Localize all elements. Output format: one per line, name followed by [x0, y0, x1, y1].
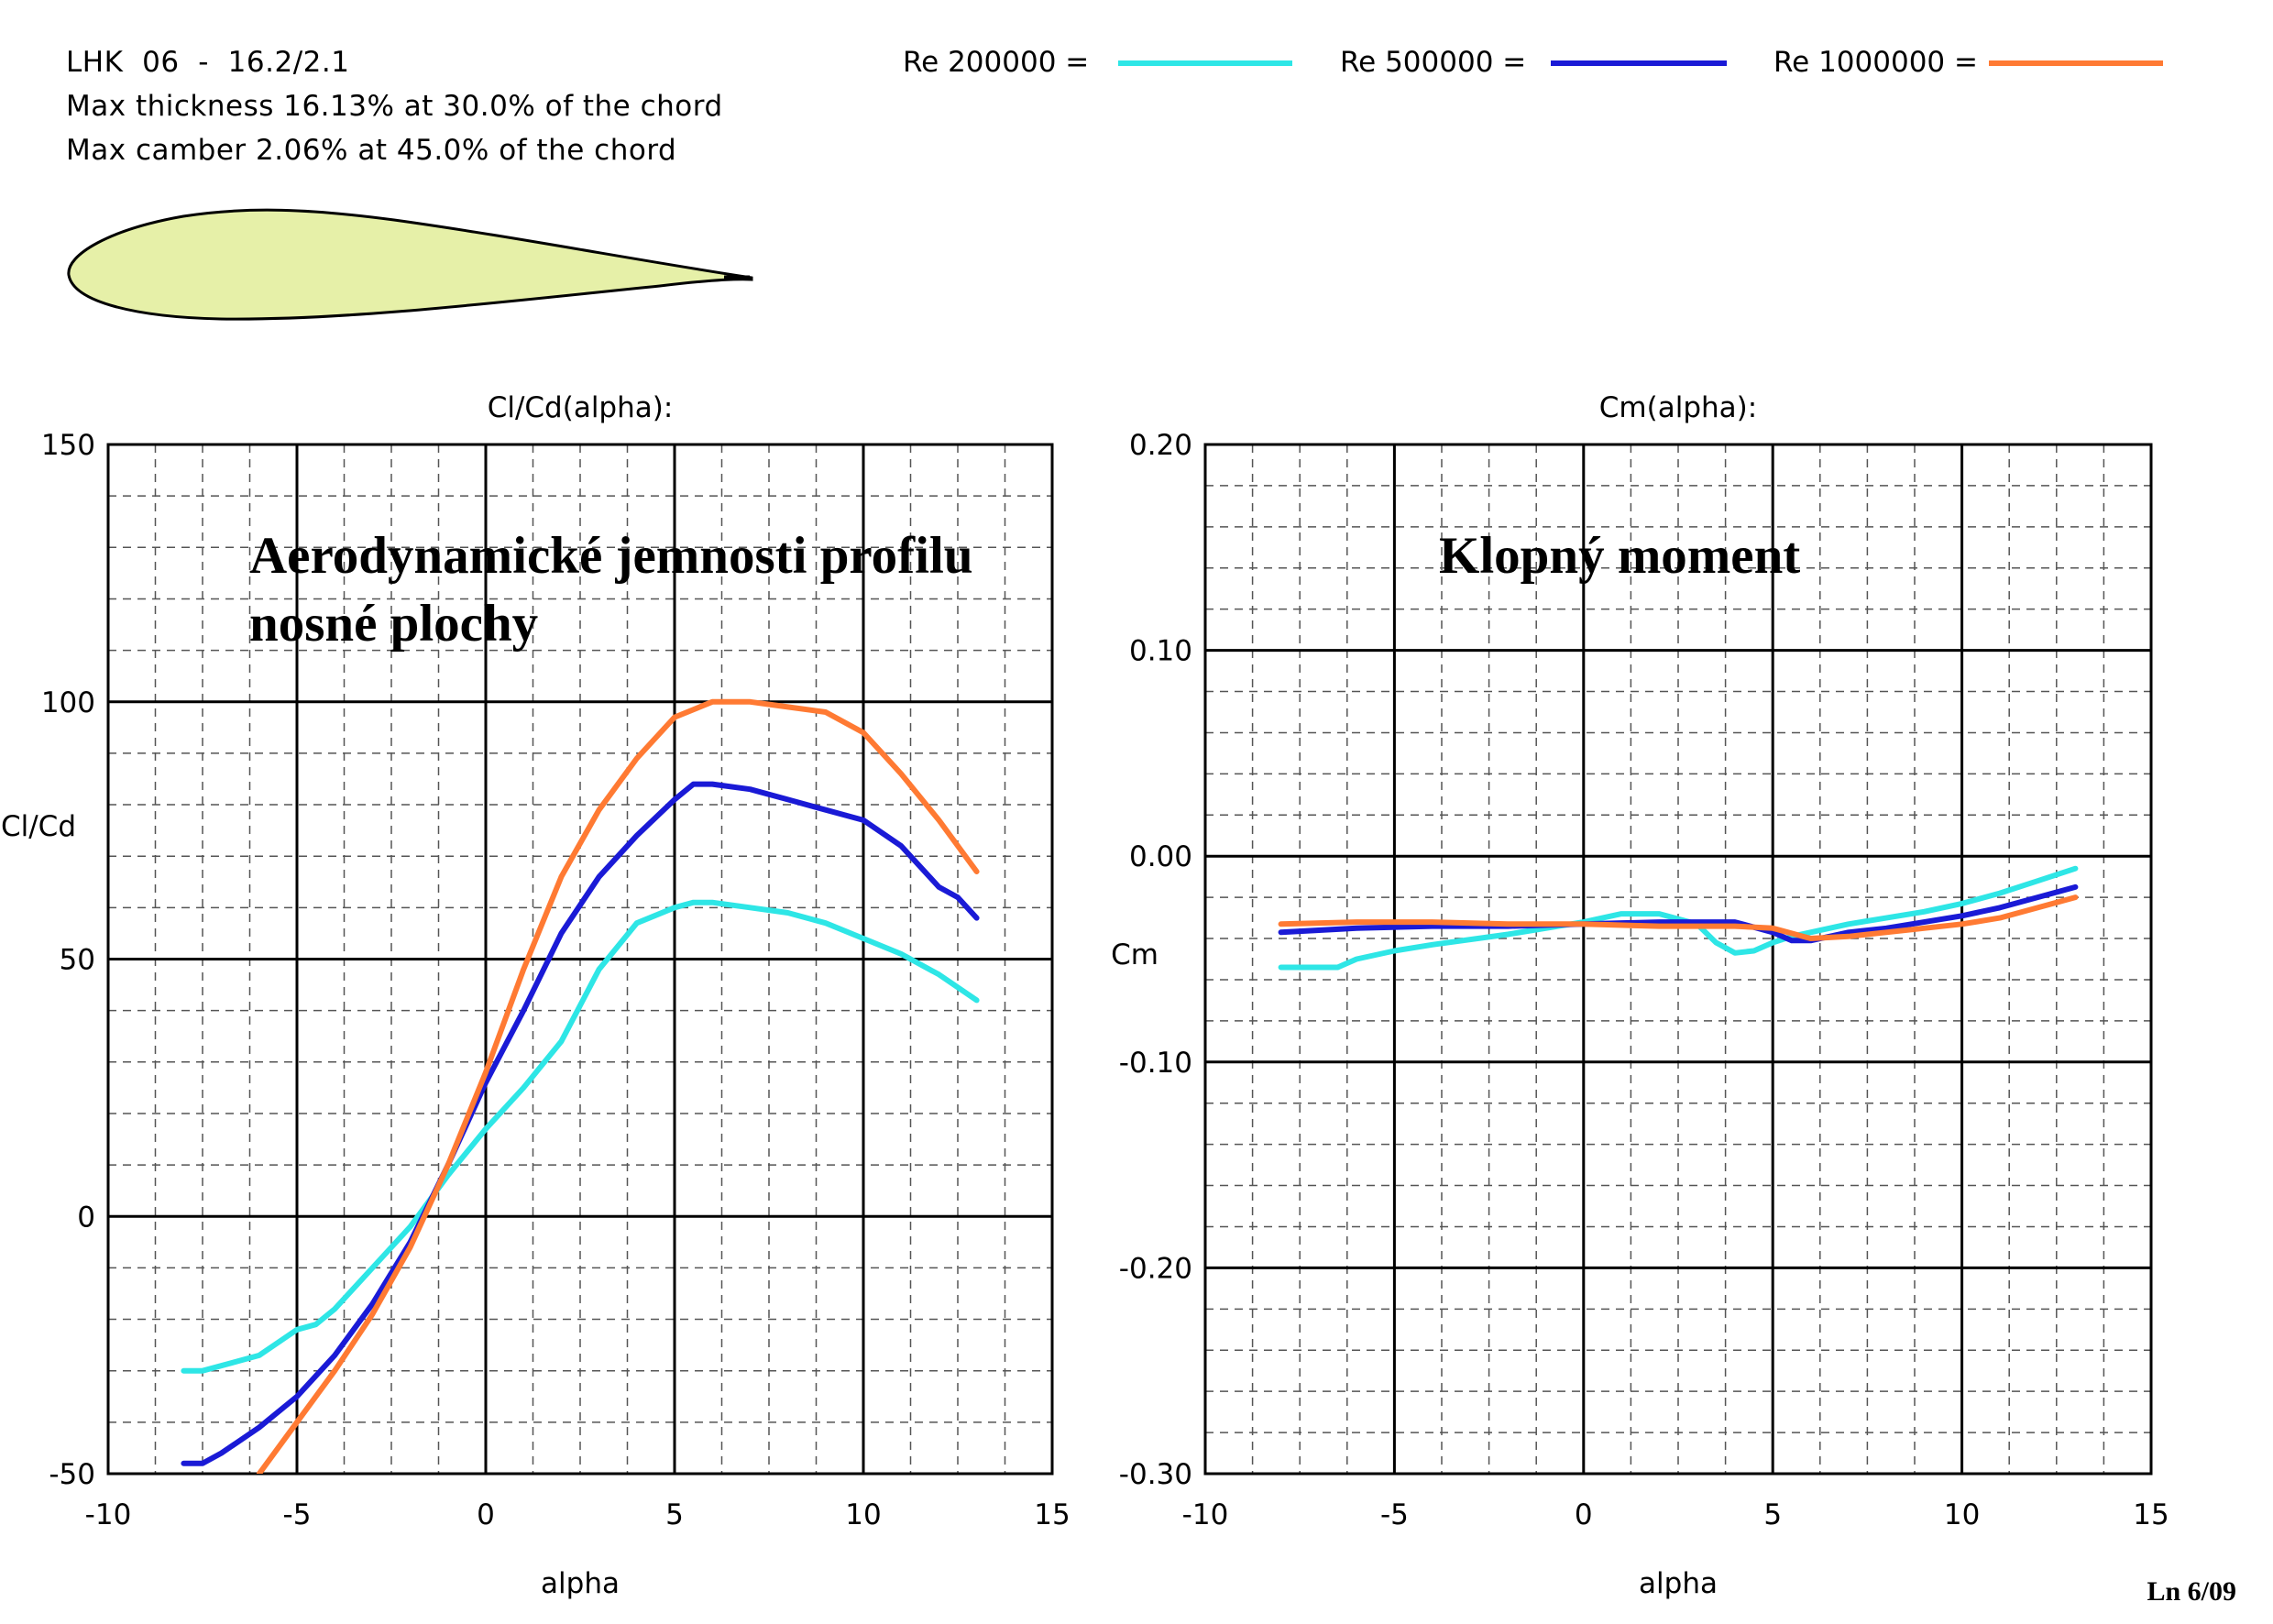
- x-tick-label: -10: [1182, 1498, 1229, 1531]
- y-tick-label: -0.20: [1119, 1252, 1192, 1285]
- legend-label-re1000000: Re 1000000 =: [1773, 46, 1978, 79]
- y-tick-label: 0.20: [1129, 429, 1192, 462]
- x-tick-label: 0: [1575, 1498, 1593, 1531]
- series-line-re-200000: [181, 899, 980, 1374]
- profile-name: LHK 06 - 16.2/2.1: [66, 46, 350, 79]
- legend-swatch-re500000: [1551, 60, 1727, 66]
- y-axis-label: Cl/Cd: [1, 810, 76, 843]
- legend-label-re500000: Re 500000 =: [1340, 46, 1527, 79]
- legend-label-re200000: Re 200000 =: [903, 46, 1090, 79]
- chart-title: Cm(alpha):: [1599, 391, 1757, 424]
- series-line-re-500000: [181, 781, 980, 1466]
- y-tick-label: 150: [41, 429, 95, 462]
- plot-frame: [106, 443, 1054, 1476]
- legend-swatch-re1000000: [1989, 60, 2163, 66]
- y-tick-label: -50: [49, 1458, 95, 1491]
- y-tick-label: -0.30: [1119, 1458, 1192, 1491]
- page-footer: Ln 6/09: [2147, 1576, 2236, 1607]
- series-line-re-500000: [1278, 883, 2079, 944]
- airfoil-shape: [67, 208, 753, 321]
- x-tick-label: 0: [477, 1498, 495, 1531]
- camber-info: Max camber 2.06% at 45.0% of the chord: [66, 134, 677, 167]
- chart-2: -10 -5 0 5 10 15 -0.30 -0.20 -0.10 0.00 0.10 0.20 Cm…: [1111, 391, 2169, 1600]
- x-tick-label: -10: [85, 1498, 132, 1531]
- x-tick-label: -5: [1380, 1498, 1409, 1531]
- x-tick-label: 15: [2133, 1498, 2169, 1531]
- legend-swatch-re200000: [1118, 60, 1292, 66]
- y-tick-label: 0: [77, 1201, 95, 1234]
- x-tick-label: 10: [1944, 1498, 1980, 1531]
- y-tick-label: -0.10: [1119, 1047, 1192, 1080]
- x-axis-label: alpha: [1639, 1567, 1718, 1600]
- chart-title: Cl/Cd(alpha):: [488, 391, 674, 424]
- x-tick-label: -5: [283, 1498, 312, 1531]
- series-line-re-200000: [1278, 865, 2079, 971]
- series-line-re-1000000: [1278, 894, 2079, 941]
- x-tick-label: 15: [1034, 1498, 1070, 1531]
- x-axis-label: alpha: [541, 1567, 620, 1600]
- y-tick-label: 0.10: [1129, 635, 1192, 668]
- plot-frame: [1203, 443, 2153, 1476]
- y-tick-label: 0.00: [1129, 840, 1192, 873]
- y-axis-label: Cm: [1111, 938, 1158, 971]
- thickness-info: Max thickness 16.13% at 30.0% of the cho…: [66, 90, 723, 123]
- x-tick-label: 10: [845, 1498, 881, 1531]
- chart-1: -10 -5 0 5 10 15-50050100150Cl/Cd(alpha):alph…: [1, 391, 1071, 1600]
- annotation-left-line2: nosné plochy: [249, 595, 539, 653]
- x-tick-label: 5: [1763, 1498, 1782, 1531]
- annotation-right: Klopný moment: [1439, 527, 1801, 585]
- x-tick-label: 5: [665, 1498, 684, 1531]
- y-tick-label: 50: [60, 944, 95, 977]
- y-tick-label: 100: [41, 686, 95, 719]
- series-line-re-1000000: [256, 698, 980, 1474]
- annotation-left-line1: Aerodynamické jemnosti profilu: [249, 527, 973, 585]
